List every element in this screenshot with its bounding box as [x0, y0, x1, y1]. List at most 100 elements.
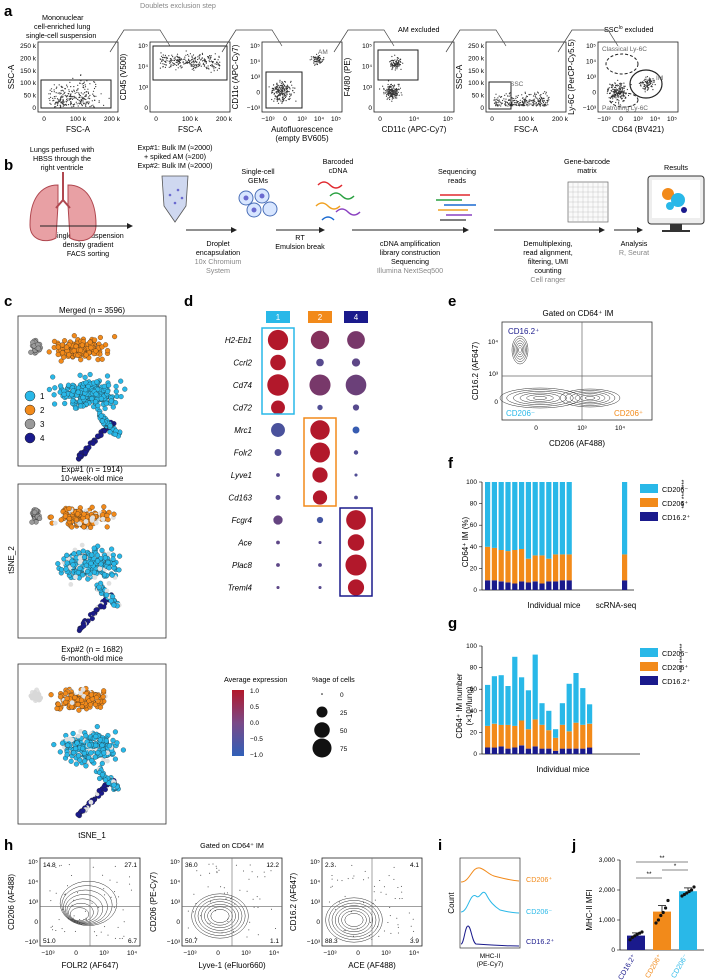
bar-segment-CD16.2pos: [485, 580, 491, 590]
event-dot: [545, 93, 547, 95]
event-dot: [279, 93, 281, 95]
gate-connector: [557, 29, 619, 53]
event-dot: [313, 60, 315, 62]
event-dot: [57, 100, 60, 102]
exp1-title: Exp#1 (n = 1914): [61, 465, 123, 474]
bar-segment-CD206neg: [539, 703, 545, 725]
cell-dot-cluster-2: [90, 515, 95, 521]
cell-dot-cluster-1: [122, 386, 128, 392]
event-dot: [622, 87, 625, 89]
cell-dot-cluster-1: [64, 560, 70, 566]
event-dot: [263, 871, 265, 873]
event-dot: [209, 58, 212, 60]
event-dot: [390, 65, 392, 67]
cell-dot-cluster-1: [110, 556, 116, 562]
event-dot: [544, 105, 546, 107]
event-dot: [93, 81, 95, 83]
event-dot: [623, 100, 625, 102]
event-dot: [390, 64, 392, 66]
event-dot: [511, 101, 513, 103]
event-dot: [79, 919, 81, 920]
event-dot: [66, 96, 68, 98]
event-dot: [620, 90, 622, 92]
event-dot: [383, 93, 385, 95]
expression-dot: [347, 579, 365, 596]
event-dot: [535, 93, 537, 95]
event-dot: [539, 103, 541, 106]
cluster-header-label: 2: [318, 313, 323, 322]
event-dot: [616, 99, 618, 101]
event-dot: [68, 89, 70, 91]
event-dot: [513, 97, 515, 100]
gene-label: Mrc1: [234, 426, 252, 435]
cell-dot-cluster-1: [99, 742, 105, 748]
event-dot: [542, 97, 545, 99]
cell-dot-cluster-1: [111, 561, 117, 567]
event-dot: [71, 106, 73, 108]
event-dot: [319, 61, 322, 63]
cell-dot-cluster-1: [106, 551, 111, 557]
event-dot: [497, 102, 499, 104]
event-dot: [279, 89, 281, 91]
f-xlabel: Individual mice: [528, 601, 581, 610]
cell-dot-cluster-1: [65, 742, 71, 748]
event-dot: [344, 929, 346, 931]
event-dot: [319, 60, 321, 62]
event-dot: [274, 95, 276, 97]
event-dot: [184, 58, 186, 60]
event-dot: [644, 78, 646, 80]
event-dot: [91, 100, 93, 102]
event-dot: [287, 86, 289, 88]
event-dot: [194, 61, 197, 63]
event-dot: [394, 69, 396, 71]
event-dot: [389, 61, 391, 63]
expression-dot: [310, 330, 330, 350]
x-axis-label: ACE (AF488): [348, 961, 396, 970]
cell-dot-cluster-1: [70, 388, 76, 394]
x-axis-label: FSC-A: [178, 125, 203, 134]
event-dot: [276, 100, 278, 102]
event-dot: [83, 102, 85, 104]
event-dot: [286, 88, 288, 90]
event-dot: [161, 56, 164, 59]
gate: [609, 92, 639, 108]
cell-dot-cluster-1: [106, 382, 112, 388]
event-dot: [353, 935, 354, 937]
event-dot: [84, 88, 86, 90]
event-dot: [528, 94, 530, 96]
quadrant-tl: 36.0: [185, 862, 198, 869]
data-point: [654, 921, 658, 925]
event-dot: [396, 60, 398, 62]
event-dot: [213, 66, 215, 68]
event-dot: [623, 82, 625, 84]
event-dot: [74, 96, 76, 98]
pipeline-arrows: [40, 223, 643, 233]
event-dot: [286, 94, 288, 96]
event-dot: [537, 102, 540, 105]
cell-dot-cluster-2: [97, 334, 103, 341]
event-dot: [68, 90, 70, 93]
event-dot: [284, 96, 287, 99]
event-dot: [190, 60, 192, 62]
bar-segment-CD206neg: [519, 482, 525, 549]
expression-dot: [354, 495, 358, 500]
event-dot: [277, 85, 279, 87]
gene-label: Lyve1: [231, 471, 252, 480]
gems-text-2: GEMs: [248, 176, 268, 185]
event-dot: [616, 93, 619, 95]
event-dot: [498, 104, 500, 106]
event-dot: [388, 87, 390, 89]
event-dot: [392, 61, 394, 63]
event-dot: [188, 58, 190, 60]
data-point: [692, 885, 696, 889]
event-dot: [77, 98, 79, 101]
legend-1: 1: [40, 392, 45, 401]
avg-tick: 0.5: [250, 704, 259, 711]
x-axis-label: CD64 (BV421): [612, 125, 664, 134]
x-tick: 0: [490, 116, 494, 123]
y-tick: 250 k: [468, 43, 485, 50]
event-dot: [331, 875, 333, 876]
gate-label-im: IM: [656, 75, 663, 82]
event-dot: [213, 68, 215, 70]
event-dot: [201, 57, 203, 59]
